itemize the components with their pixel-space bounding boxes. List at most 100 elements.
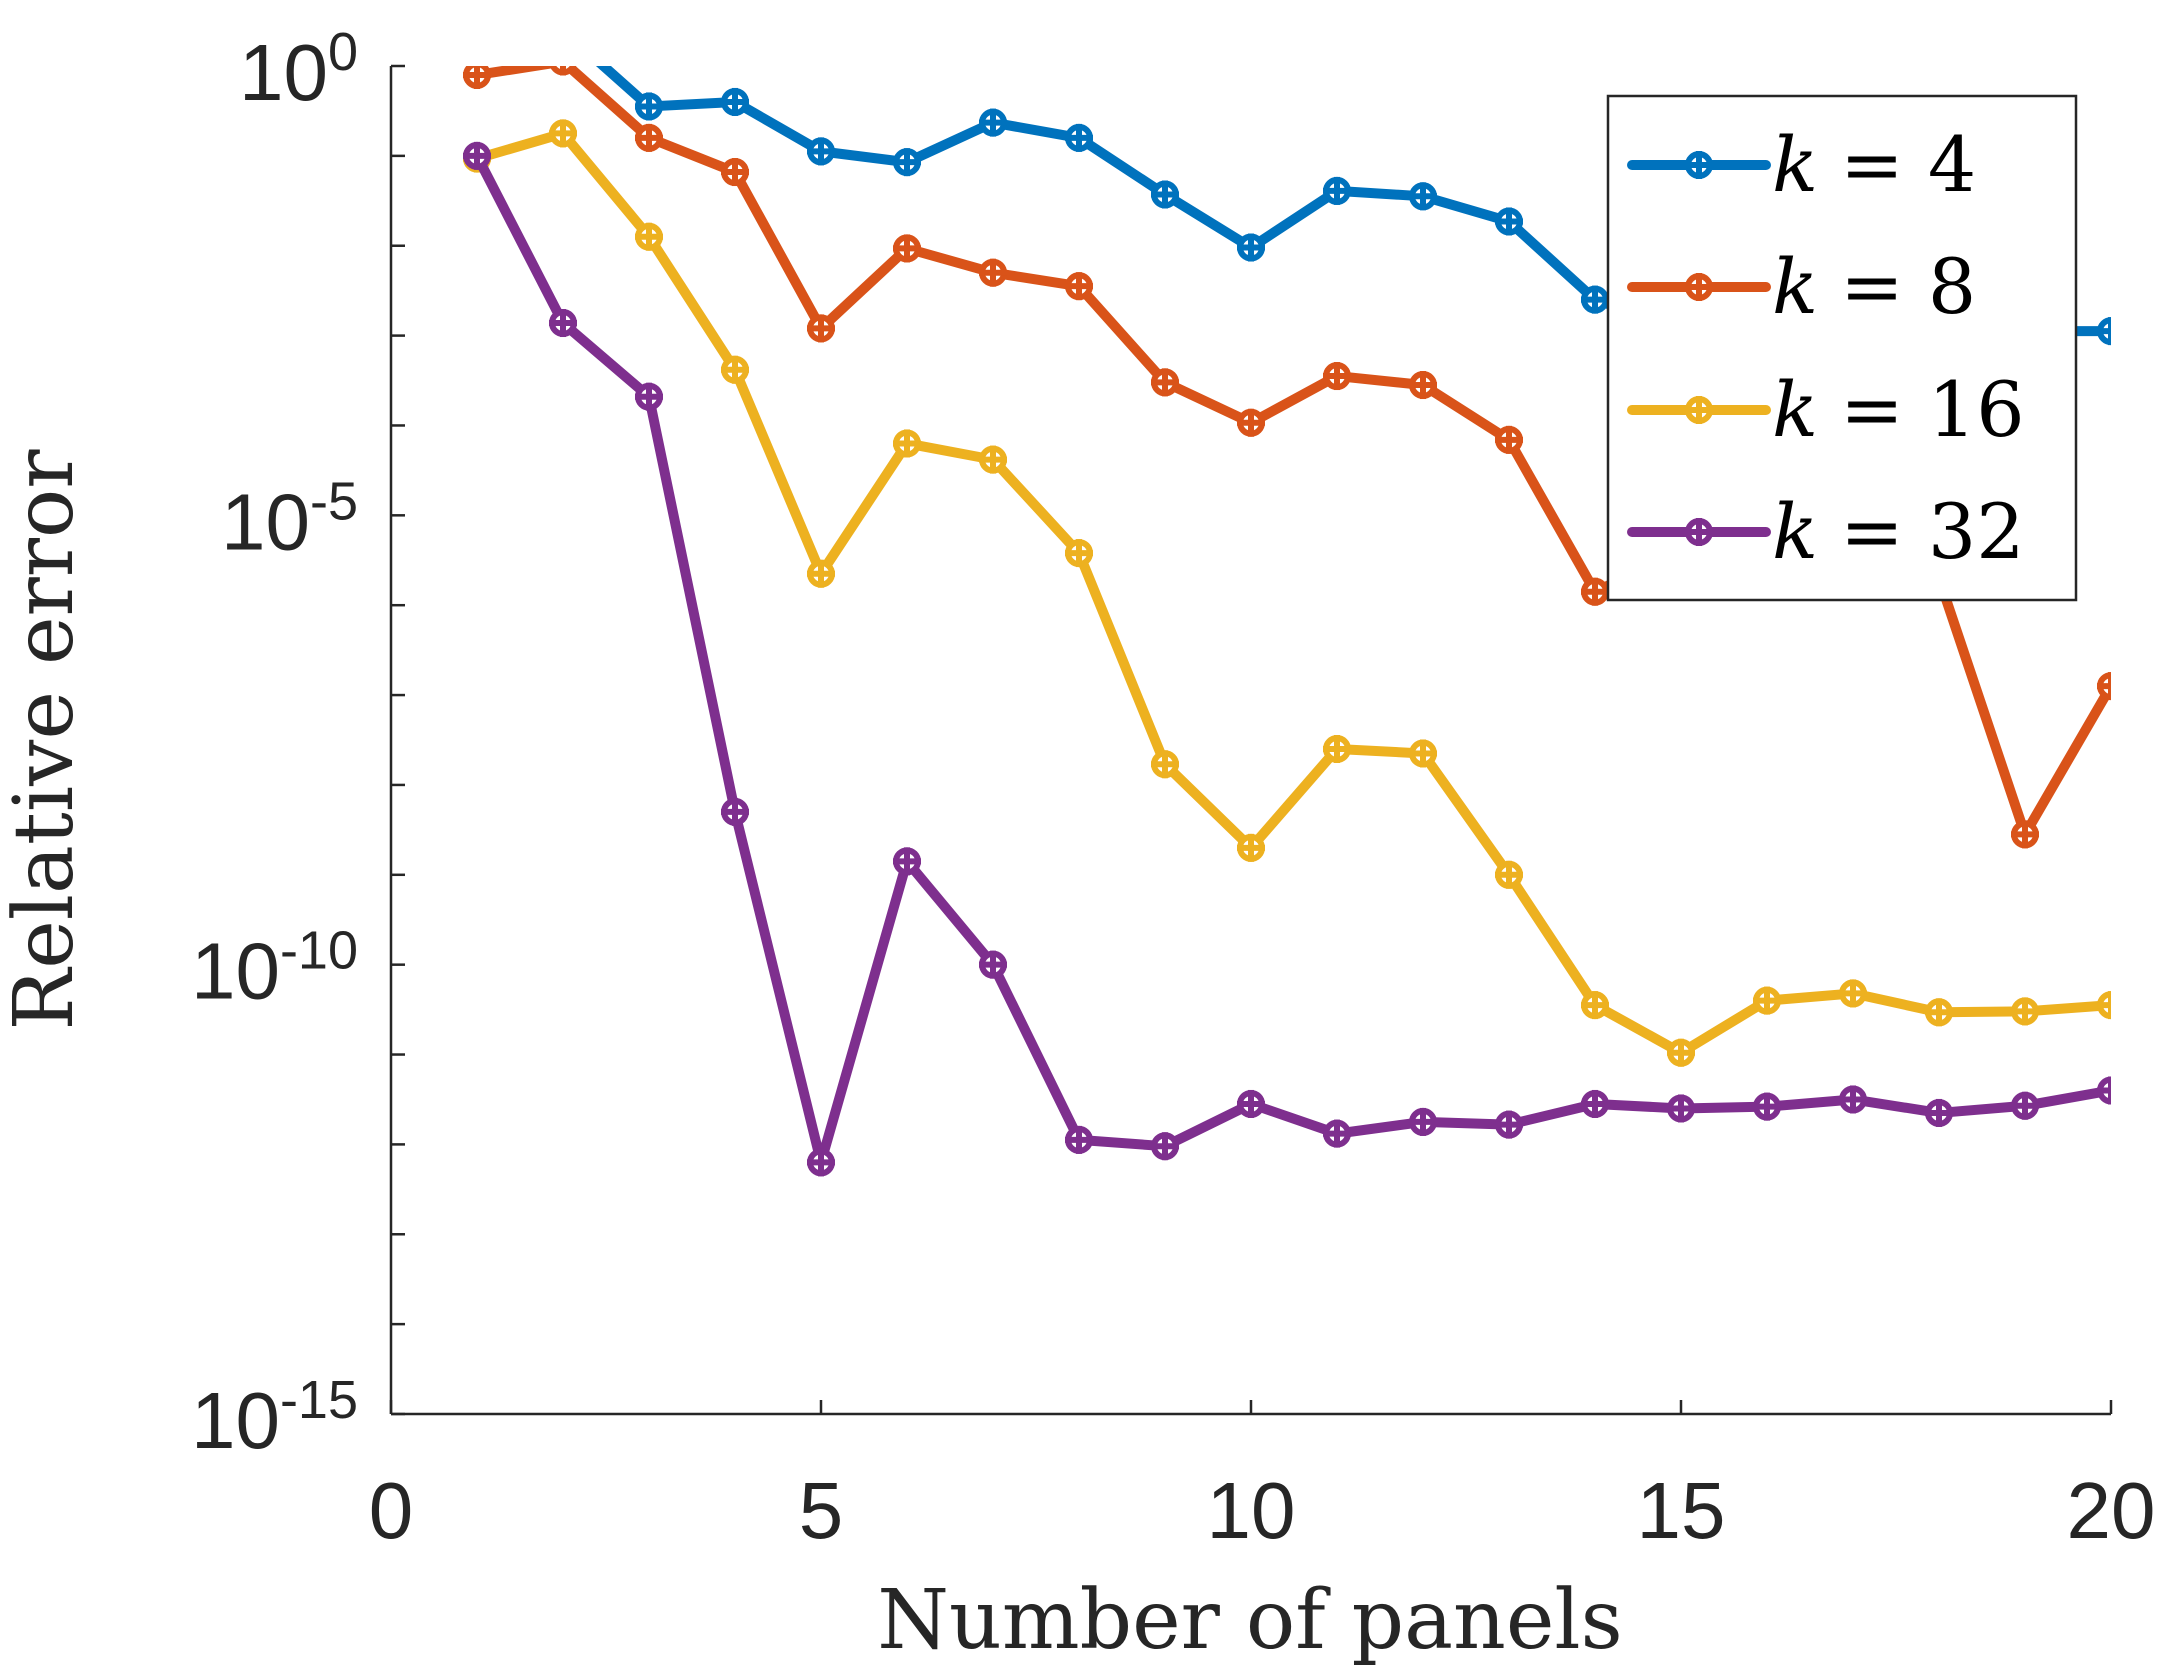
data-point xyxy=(1065,539,1093,568)
data-point xyxy=(2097,672,2111,701)
data-point xyxy=(1323,1119,1351,1148)
data-point xyxy=(1151,180,1179,209)
data-point xyxy=(893,847,921,876)
data-point xyxy=(1151,368,1179,397)
data-point xyxy=(893,234,921,263)
data-point xyxy=(1925,998,1953,1027)
series-3 xyxy=(463,119,2111,1067)
data-point xyxy=(1409,182,1437,211)
data-point xyxy=(635,92,663,121)
x-axis-label: Number of panels xyxy=(877,1573,1622,1668)
x-tick-label: 20 xyxy=(2067,1466,2156,1555)
legend-label-value: = 32 xyxy=(1840,487,2025,576)
data-point xyxy=(1409,739,1437,768)
data-point xyxy=(1495,1110,1523,1139)
data-point xyxy=(1323,734,1351,763)
data-point xyxy=(2097,991,2111,1020)
data-point xyxy=(721,355,749,384)
data-point xyxy=(463,141,491,170)
data-point xyxy=(979,445,1007,474)
data-point xyxy=(1237,833,1265,862)
legend-box xyxy=(1606,94,2078,602)
legend-label: k = 32 xyxy=(1772,487,2025,576)
y-tick-exponent: -5 xyxy=(310,471,358,531)
legend-label-k: k xyxy=(1772,120,1818,209)
data-point xyxy=(1667,1038,1695,1067)
legend-label: k = 4 xyxy=(1772,120,1976,209)
data-point xyxy=(2011,820,2039,849)
legend-entry: k = 16 xyxy=(1627,365,2025,454)
data-point xyxy=(635,222,663,251)
data-point xyxy=(721,797,749,826)
data-point xyxy=(2097,317,2111,346)
y-tick-exponent: -10 xyxy=(280,921,358,981)
x-tick-label: 10 xyxy=(1207,1466,1296,1555)
data-point xyxy=(1581,991,1609,1020)
data-point xyxy=(979,950,1007,979)
data-point xyxy=(807,137,835,166)
data-point xyxy=(979,258,1007,287)
data-point xyxy=(1925,1098,1953,1127)
data-point xyxy=(807,1148,835,1177)
data-point xyxy=(1409,1107,1437,1136)
legend-label: k = 8 xyxy=(1772,242,1976,331)
y-tick-label: 10-10 xyxy=(191,921,358,1016)
data-point xyxy=(2011,1091,2039,1120)
data-point xyxy=(549,16,577,44)
data-point xyxy=(1065,272,1093,301)
data-point xyxy=(1839,1085,1867,1114)
y-tick-exponent: -15 xyxy=(280,1370,358,1430)
data-point xyxy=(1151,750,1179,779)
data-point xyxy=(1065,123,1093,152)
data-point xyxy=(1237,408,1265,437)
x-tick-label: 5 xyxy=(799,1466,844,1555)
data-point xyxy=(1581,285,1609,314)
data-point xyxy=(1753,1092,1781,1121)
x-tick-label: 0 xyxy=(369,1466,414,1555)
data-point xyxy=(1839,979,1867,1008)
data-point xyxy=(893,148,921,177)
data-point xyxy=(1667,1094,1695,1123)
data-point xyxy=(721,158,749,187)
legend-label-value: = 4 xyxy=(1840,120,1976,209)
plot-axes xyxy=(389,64,2113,1416)
data-point xyxy=(1753,986,1781,1015)
y-tick-exponent: 0 xyxy=(328,22,358,82)
data-point xyxy=(1495,207,1523,236)
data-point xyxy=(549,309,577,338)
data-point xyxy=(463,66,491,89)
legend-entry: k = 8 xyxy=(1627,242,1976,331)
data-point xyxy=(549,66,577,76)
x-tick-labels: 0 5 10 15 20 xyxy=(369,1466,2156,1555)
y-tick-base: 10 xyxy=(191,927,280,1016)
data-point xyxy=(1237,1089,1265,1118)
legend-label-k: k xyxy=(1772,365,1818,454)
data-point xyxy=(1581,577,1609,606)
data-point xyxy=(635,382,663,411)
series-line xyxy=(472,128,2111,1058)
data-point xyxy=(1495,425,1523,454)
series-4 xyxy=(463,141,2111,1177)
data-point xyxy=(807,559,835,588)
data-point xyxy=(2097,1076,2111,1105)
x-tick-label: 15 xyxy=(1637,1466,1726,1555)
legend-label-value: = 8 xyxy=(1840,242,1976,331)
data-point xyxy=(1495,860,1523,889)
y-tick-base: 10 xyxy=(221,477,310,566)
legend-entry: k = 32 xyxy=(1627,487,2025,576)
data-point xyxy=(463,0,491,26)
data-point xyxy=(1237,233,1265,262)
y-tick-label: 10-5 xyxy=(221,471,358,566)
y-tick-base: 10 xyxy=(239,28,328,117)
data-point xyxy=(1409,371,1437,400)
data-point xyxy=(893,429,921,458)
data-point xyxy=(1581,1089,1609,1118)
legend-entry: k = 4 xyxy=(1627,120,1976,209)
y-axis-label: Relative error xyxy=(0,449,92,1031)
data-point xyxy=(1151,1132,1179,1161)
data-point xyxy=(979,108,1007,137)
legend-label: k = 16 xyxy=(1772,365,2025,454)
legend-label-k: k xyxy=(1772,487,1818,576)
